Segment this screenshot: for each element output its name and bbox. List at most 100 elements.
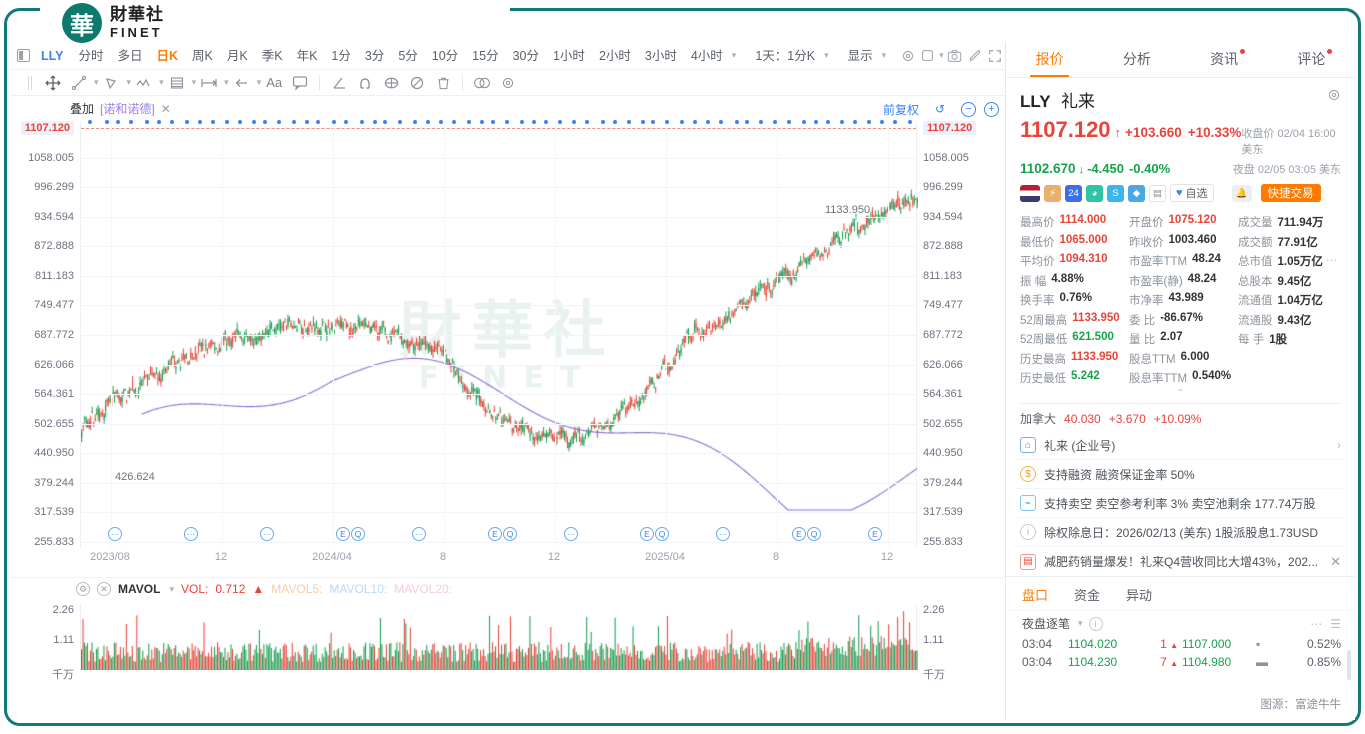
tab-movement[interactable]: 异动 [1126,588,1153,603]
chevron-right-icon[interactable]: › [1337,438,1341,452]
event-badge[interactable]: ··· [108,527,122,541]
event-badge[interactable]: Q [655,527,669,541]
event-badge[interactable]: Q [351,527,365,541]
quick-trade-button[interactable]: 快捷交易 [1260,184,1321,202]
tick-more-icon[interactable]: ⋯ [1310,616,1323,631]
info-row[interactable]: ▤ 减肥药销量爆发！礼来Q4营收同比大增43%，202... ✕ [1016,547,1345,576]
event-badge[interactable]: Q [807,527,821,541]
event-marker[interactable]: ··· [108,527,122,541]
stats-collapse-chevron-icon[interactable]: ⌃ [1176,388,1185,399]
tab-orderbook[interactable]: 盘口 [1022,588,1049,603]
angle-measure-icon[interactable] [329,73,349,93]
trend-line-icon[interactable] [69,73,89,93]
overlay-remove-close-icon[interactable]: ✕ [160,101,171,116]
square-layout-icon[interactable] [921,46,934,66]
comment-bubble-icon[interactable] [290,73,310,93]
arrow-chevron-icon[interactable]: ▾ [256,77,262,87]
tab-analysis[interactable]: 分析 [1122,51,1151,67]
display-menu[interactable]: 显示 [847,48,873,63]
fullscreen-icon[interactable] [988,46,1002,66]
event-badge[interactable]: E [640,527,654,541]
period-chevron-down-icon[interactable]: ▾ [824,50,829,60]
watchlist-button[interactable]: ♥ 自选 [1170,184,1214,202]
tick-list-icon[interactable]: ☰ [1330,616,1341,631]
arrow-left-icon[interactable] [232,73,252,93]
volume-chart[interactable]: ⚙ ✕ MAVOL ▾ VOL: 0.712 ▲ MAVOL5: MAVOL10… [10,578,1005,698]
polygon-shape-icon[interactable] [102,73,122,93]
tf-quarter-k[interactable]: 季K [261,48,283,63]
info-row[interactable]: i 除权除息日：2026/02/13 (美东) 1股派股息1.73USD [1016,518,1345,547]
tf-5min[interactable]: 5分 [398,48,418,63]
event-badge[interactable]: E [336,527,350,541]
layout-chevron-down-icon[interactable]: ▾ [939,50,944,60]
tf-month-k[interactable]: 月K [226,48,248,63]
tf-1min[interactable]: 1分 [331,48,351,63]
event-badge[interactable]: ··· [412,527,426,541]
zoom-in-icon[interactable]: + [984,101,999,117]
tf-week-k[interactable]: 周K [192,48,213,63]
trend-line-chevron-icon[interactable]: ▾ [94,77,99,87]
event-badge[interactable]: Q [503,527,517,541]
period-select[interactable]: 1天：1分K [755,48,816,63]
crosshair-move-icon[interactable] [43,73,63,93]
event-marker[interactable]: ··· [716,527,730,541]
notes-icon[interactable]: ▤ [1149,184,1166,202]
tf-10min[interactable]: 10分 [431,48,459,63]
event-badge[interactable]: ··· [260,527,274,541]
lv2-icon[interactable]: ◕ [1086,184,1103,202]
camera-icon[interactable] [947,46,962,66]
tf-4hour[interactable]: 4小时 [690,48,723,63]
draw-settings-gear-icon[interactable] [498,73,518,93]
info-row[interactable]: $ 支持融资 融资保证金率 50% [1016,460,1345,489]
volume-settings-gear-icon[interactable]: ⚙ [76,582,90,596]
tf-duori[interactable]: 多日 [117,48,143,63]
hide-drawings-icon[interactable] [407,73,427,93]
display-chevron-down-icon[interactable]: ▾ [881,50,887,60]
tick-scrollbar[interactable] [1347,650,1351,680]
tab-capital[interactable]: 资金 [1074,588,1101,603]
volume-chevron-down-icon[interactable]: ▾ [169,583,174,594]
toolbar-grip[interactable] [28,75,34,90]
tab-comments[interactable]: 评论 [1268,42,1355,77]
wave-chevron-icon[interactable]: ▾ [159,77,164,87]
text-tool-icon[interactable]: Aa [266,75,283,90]
info-row[interactable]: ⌁ 支持卖空 卖空参考利率 3% 卖空池剩余 177.74万股 [1016,489,1345,518]
tf-1hour[interactable]: 1小时 [552,48,585,63]
volume-close-icon[interactable]: ✕ [97,582,111,596]
tf-2hour[interactable]: 2小时 [598,48,631,63]
layout-panel-icon[interactable] [17,46,30,66]
event-badge[interactable]: ··· [184,527,198,541]
event-badge[interactable]: E [792,527,806,541]
measure-range-icon[interactable] [199,73,219,93]
info-row[interactable]: ⌂ 礼来 (企业号) › [1016,431,1345,460]
event-marker[interactable]: ··· [260,527,274,541]
tf-more-chevron-icon[interactable]: ▾ [731,50,737,60]
magnet-icon[interactable] [355,73,375,93]
tab-quote[interactable]: 报价 [1006,42,1093,77]
tf-3min[interactable]: 3分 [364,48,385,63]
lock-drawings-icon[interactable] [381,73,401,93]
event-badge[interactable]: ··· [564,527,578,541]
tf-year-k[interactable]: 年K [296,48,318,63]
tick-chevron-down-icon[interactable]: ▾ [1078,618,1083,628]
measure-chevron-icon[interactable]: ▾ [224,77,229,87]
tf-3hour[interactable]: 3小时 [644,48,677,63]
event-marker[interactable]: ··· [564,527,578,541]
sync-charts-icon[interactable] [472,73,492,93]
badge-24h[interactable]: 24 [1065,184,1082,202]
undo-icon[interactable]: ↺ [934,102,946,116]
event-marker[interactable]: E [868,527,882,541]
tick-info-icon[interactable]: i [1088,616,1103,631]
event-marker[interactable]: ··· [184,527,198,541]
candlestick-plot[interactable] [80,122,918,548]
short-sell-badge-icon[interactable]: S [1107,184,1124,202]
event-marker[interactable]: ··· [412,527,426,541]
margin-icon[interactable]: ⚡ [1044,184,1061,202]
fib-chevron-icon[interactable]: ▾ [191,77,197,87]
tf-fenshi[interactable]: 分时 [78,48,104,63]
tf-30min[interactable]: 30分 [512,48,539,63]
